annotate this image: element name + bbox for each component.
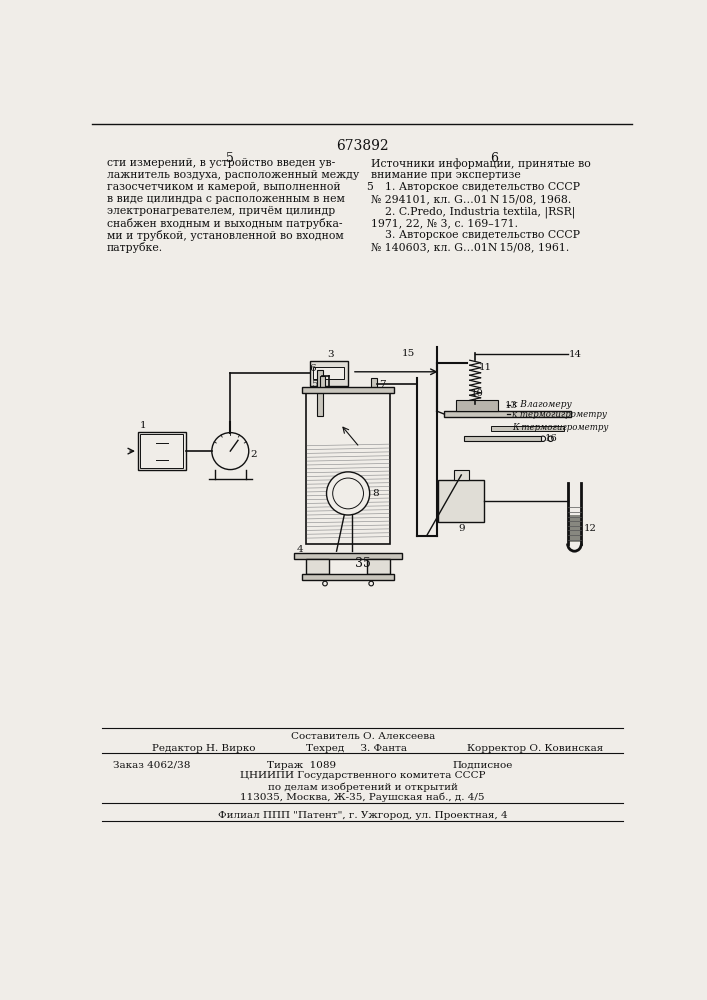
Text: Заказ 4062/38: Заказ 4062/38 <box>113 761 191 770</box>
Bar <box>305 393 390 544</box>
Text: 2. C.Predo, Industria textila, |RSR|: 2. C.Predo, Industria textila, |RSR| <box>371 206 575 218</box>
Text: Тираж  1089: Тираж 1089 <box>267 761 337 770</box>
Text: внимание при экспертизе: внимание при экспертизе <box>371 170 521 180</box>
Text: 10: 10 <box>470 389 483 398</box>
Text: 1971, 22, № 3, с. 169–171.: 1971, 22, № 3, с. 169–171. <box>371 218 518 228</box>
Text: Подписное: Подписное <box>452 761 513 770</box>
Text: Техред     З. Фанта: Техред З. Фанта <box>305 744 407 753</box>
Text: 7: 7 <box>379 380 385 389</box>
Text: 6: 6 <box>491 152 498 165</box>
Circle shape <box>333 478 363 509</box>
Text: к Влагомеру: к Влагомеру <box>512 400 572 409</box>
Text: 3: 3 <box>327 350 334 359</box>
Bar <box>317 370 324 416</box>
Text: 11: 11 <box>479 363 492 372</box>
Bar <box>320 376 325 392</box>
Bar <box>456 400 498 411</box>
Text: 113035, Москва, Ж-35, Раушская наб., д. 4/5: 113035, Москва, Ж-35, Раушская наб., д. … <box>240 793 485 802</box>
Text: Составитель О. Алексеева: Составитель О. Алексеева <box>291 732 435 741</box>
Text: 16: 16 <box>544 434 557 443</box>
Text: в виде цилиндра с расположенным в нем: в виде цилиндра с расположенным в нем <box>107 194 345 204</box>
Bar <box>491 426 563 431</box>
Text: 14: 14 <box>569 350 582 359</box>
Text: № 294101, кл. G…01 N 15/08, 1968.: № 294101, кл. G…01 N 15/08, 1968. <box>371 194 571 204</box>
Bar <box>371 378 377 392</box>
Circle shape <box>369 581 373 586</box>
Text: Источники информации, принятые во: Источники информации, принятые во <box>371 158 591 169</box>
Text: 673892: 673892 <box>337 139 389 153</box>
Bar <box>454 470 469 480</box>
Circle shape <box>540 436 546 441</box>
Circle shape <box>327 472 370 515</box>
Text: лажнитель воздуха, расположенный между: лажнитель воздуха, расположенный между <box>107 170 359 180</box>
Bar <box>464 436 541 441</box>
Circle shape <box>322 581 327 586</box>
Text: № 140603, кл. G…01N 15/08, 1961.: № 140603, кл. G…01N 15/08, 1961. <box>371 242 569 252</box>
Text: по делам изобретений и открытий: по делам изобретений и открытий <box>268 782 457 792</box>
Bar <box>310 361 348 386</box>
Text: К термогигрометру: К термогигрометру <box>512 424 609 432</box>
Text: 2: 2 <box>250 450 257 459</box>
Ellipse shape <box>164 443 172 460</box>
Ellipse shape <box>152 443 160 460</box>
Text: 5: 5 <box>226 152 234 165</box>
Text: 8: 8 <box>372 489 378 498</box>
Text: Редактор Н. Вирко: Редактор Н. Вирко <box>152 744 255 753</box>
Text: 6: 6 <box>309 364 316 373</box>
Text: Филиал ППП "Патент", г. Ужгород, ул. Проектная, 4: Филиал ППП "Патент", г. Ужгород, ул. Про… <box>218 811 508 820</box>
Text: 1. Авторское свидетельство СССР: 1. Авторское свидетельство СССР <box>371 182 580 192</box>
Circle shape <box>212 433 249 470</box>
Bar <box>294 553 402 559</box>
Circle shape <box>548 436 554 441</box>
Text: 1: 1 <box>139 421 146 430</box>
Text: 9: 9 <box>458 524 464 533</box>
Bar <box>138 432 186 470</box>
Text: ЦНИИПИ Государственного комитета СССР: ЦНИИПИ Государственного комитета СССР <box>240 771 486 780</box>
Bar <box>568 515 580 542</box>
Bar <box>438 480 484 522</box>
Text: 35: 35 <box>355 557 370 570</box>
Bar <box>140 434 183 468</box>
Text: газосчетчиком и камерой, выполненной: газосчетчиком и камерой, выполненной <box>107 182 341 192</box>
Bar <box>368 559 390 574</box>
Text: 12: 12 <box>584 524 597 533</box>
Text: Корректор О. Ковинская: Корректор О. Ковинская <box>467 744 604 753</box>
Bar <box>302 574 395 580</box>
Text: ми и трубкой, установленной во входном: ми и трубкой, установленной во входном <box>107 230 344 241</box>
Bar <box>302 387 395 393</box>
Bar <box>305 559 329 574</box>
Bar <box>308 443 389 540</box>
Text: 5: 5 <box>312 380 318 389</box>
Text: к термогигрометру: к термогигрометру <box>512 410 607 419</box>
Bar <box>444 411 571 417</box>
Text: снабжен входным и выходным патрубка-: снабжен входным и выходным патрубка- <box>107 218 343 229</box>
Text: сти измерений, в устройство введен ув-: сти измерений, в устройство введен ув- <box>107 158 335 168</box>
Text: электронагревателем, причём цилиндр: электронагревателем, причём цилиндр <box>107 206 335 216</box>
Text: 13: 13 <box>504 401 518 410</box>
Text: 15: 15 <box>402 349 415 358</box>
Bar <box>313 367 344 379</box>
Text: патрубке.: патрубке. <box>107 242 163 253</box>
Text: 4: 4 <box>297 545 303 554</box>
Text: 5: 5 <box>366 182 373 192</box>
Text: 3. Авторское свидетельство СССР: 3. Авторское свидетельство СССР <box>371 230 580 240</box>
